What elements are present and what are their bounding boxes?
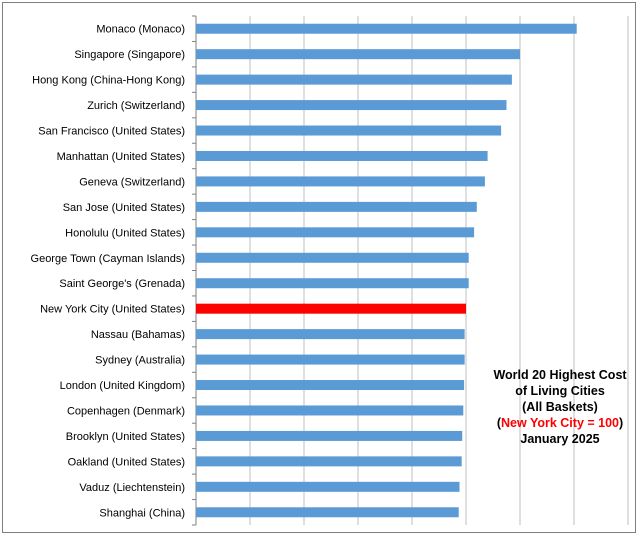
annotation-line-3: (All Baskets) [522,400,598,414]
category-label: Zurich (Switzerland) [87,100,185,112]
annotation-paren-open: ( [496,416,501,430]
bar [196,507,459,518]
bar [196,23,577,34]
bar [196,354,465,365]
category-label: Monaco (Monaco) [96,24,185,36]
bar [196,430,463,441]
category-label: Saint George's (Grenada) [59,278,185,290]
category-label: London (United Kingdom) [60,380,185,392]
annotation-line-4: (New York City = 100) [478,415,640,431]
category-label: Geneva (Switzerland) [79,176,185,188]
bar [196,456,462,467]
bar [196,100,507,111]
bar [196,329,465,340]
category-label: San Francisco (United States) [38,126,185,138]
category-label: San Jose (United States) [63,202,185,214]
bar [196,49,520,60]
annotation-highlight-text: New York City = 100 [501,416,619,430]
annotation-line-1: World 20 Highest Cost [493,368,627,382]
category-label: Oakland (United States) [68,456,185,468]
bar [196,380,465,391]
category-label: Manhattan (United States) [57,151,185,163]
bar [196,303,466,314]
category-label: Copenhagen (Denmark) [67,405,185,417]
bar [196,252,469,263]
annotation-line-2: of Living Cities [515,384,605,398]
category-label: Singapore (Singapore) [74,49,185,61]
category-label: Sydney (Australia) [95,355,185,367]
category-label: Vaduz (Liechtenstein) [79,482,185,494]
bar [196,150,488,161]
category-label: Hong Kong (China-Hong Kong) [32,75,185,87]
bar [196,227,475,238]
category-label: Nassau (Bahamas) [91,329,185,341]
bar [196,481,460,492]
bar [196,278,469,289]
bar [196,74,512,85]
category-label: George Town (Cayman Islands) [31,253,185,265]
annotation-line-5: January 2025 [520,432,600,446]
bar [196,405,464,416]
category-label: Shanghai (China) [99,507,185,519]
chart-annotation: World 20 Highest Cost of Living Cities (… [478,367,640,447]
bar [196,125,502,136]
annotation-paren-close: ) [619,416,624,430]
bar [196,201,477,212]
category-label: Honolulu (United States) [65,227,185,239]
bar [196,176,485,187]
chart-frame [2,2,636,533]
category-label: New York City (United States) [40,304,185,316]
category-label: Brooklyn (United States) [66,431,185,443]
